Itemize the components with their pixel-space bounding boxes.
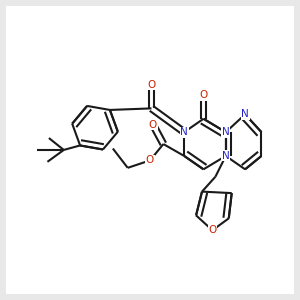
FancyBboxPatch shape xyxy=(6,6,294,294)
Text: N: N xyxy=(222,127,230,137)
Text: O: O xyxy=(208,225,217,235)
Text: N: N xyxy=(180,127,188,137)
Text: O: O xyxy=(147,80,156,90)
Text: O: O xyxy=(149,120,157,130)
Text: N: N xyxy=(222,151,230,161)
Text: N: N xyxy=(241,109,249,119)
Text: O: O xyxy=(146,155,154,165)
Text: O: O xyxy=(200,90,208,100)
